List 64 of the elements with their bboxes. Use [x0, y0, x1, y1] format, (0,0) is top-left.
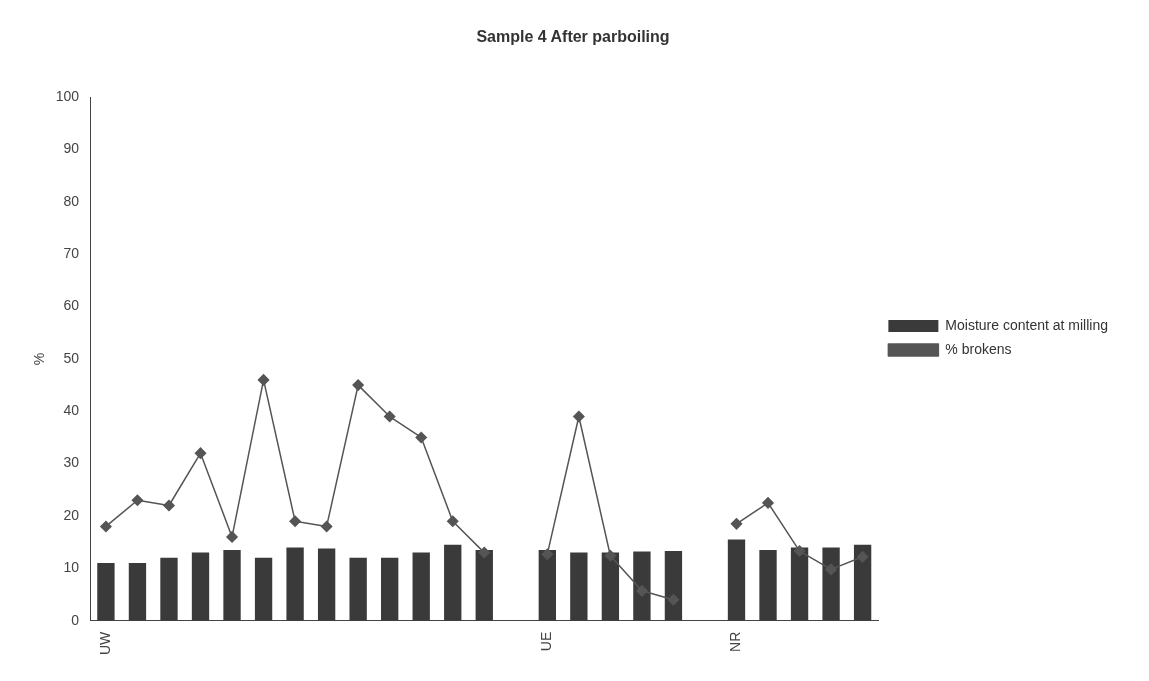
legend-label: Moisture content at milling [945, 316, 1109, 333]
point [856, 551, 869, 563]
bar [317, 548, 336, 621]
y-tick-label: 80 [63, 192, 80, 209]
chart-title: Sample 4 After parboiling [476, 28, 670, 46]
point [825, 563, 837, 576]
point [100, 520, 112, 533]
bar [223, 550, 241, 621]
y-tick-label: 100 [55, 88, 80, 105]
point [163, 499, 175, 512]
y-tick-label: 50 [63, 349, 80, 366]
bar [160, 557, 178, 621]
point [320, 520, 333, 533]
bar [97, 563, 115, 621]
bar [191, 552, 210, 621]
point [226, 531, 238, 543]
bar [381, 557, 399, 621]
y-tick-label: 0 [71, 611, 80, 628]
point [446, 515, 459, 527]
bar [349, 557, 367, 621]
x-tick-label: NR [727, 631, 744, 652]
point [604, 550, 617, 562]
point [793, 545, 806, 557]
bar [664, 551, 683, 621]
y-tick-label: 70 [63, 245, 80, 262]
bar [475, 550, 493, 621]
point [541, 548, 554, 560]
bar [601, 552, 620, 621]
point [730, 518, 743, 530]
y-tick-label: 40 [63, 402, 80, 419]
legend-label: % brokens [945, 340, 1012, 357]
bar [538, 550, 556, 621]
point [131, 494, 144, 507]
point [383, 410, 396, 423]
bar [759, 550, 777, 621]
bar [444, 544, 462, 621]
bar [286, 547, 304, 621]
x-tick-label: UW [96, 630, 113, 655]
y-tick-label: 90 [63, 140, 80, 157]
y-tick-label: 20 [63, 506, 80, 523]
bar [727, 539, 746, 621]
point [257, 374, 270, 386]
point [573, 410, 585, 423]
point [636, 585, 648, 597]
point [289, 515, 301, 527]
point [667, 593, 680, 606]
bar [570, 552, 588, 621]
y-tick-label: 30 [63, 454, 80, 471]
bar [128, 563, 147, 621]
point [415, 431, 427, 444]
bar [254, 557, 273, 621]
point [352, 379, 364, 391]
bar [633, 551, 651, 621]
bar [853, 544, 872, 621]
y-tick-label: 10 [63, 559, 80, 576]
bar [412, 552, 430, 621]
bar [790, 547, 809, 621]
y-tick-label: 60 [63, 297, 80, 314]
bar [822, 547, 840, 621]
x-tick-label: UE [538, 631, 555, 652]
point [478, 546, 491, 559]
point [194, 447, 207, 459]
y-axis-title: % [31, 352, 48, 366]
point [762, 497, 774, 509]
